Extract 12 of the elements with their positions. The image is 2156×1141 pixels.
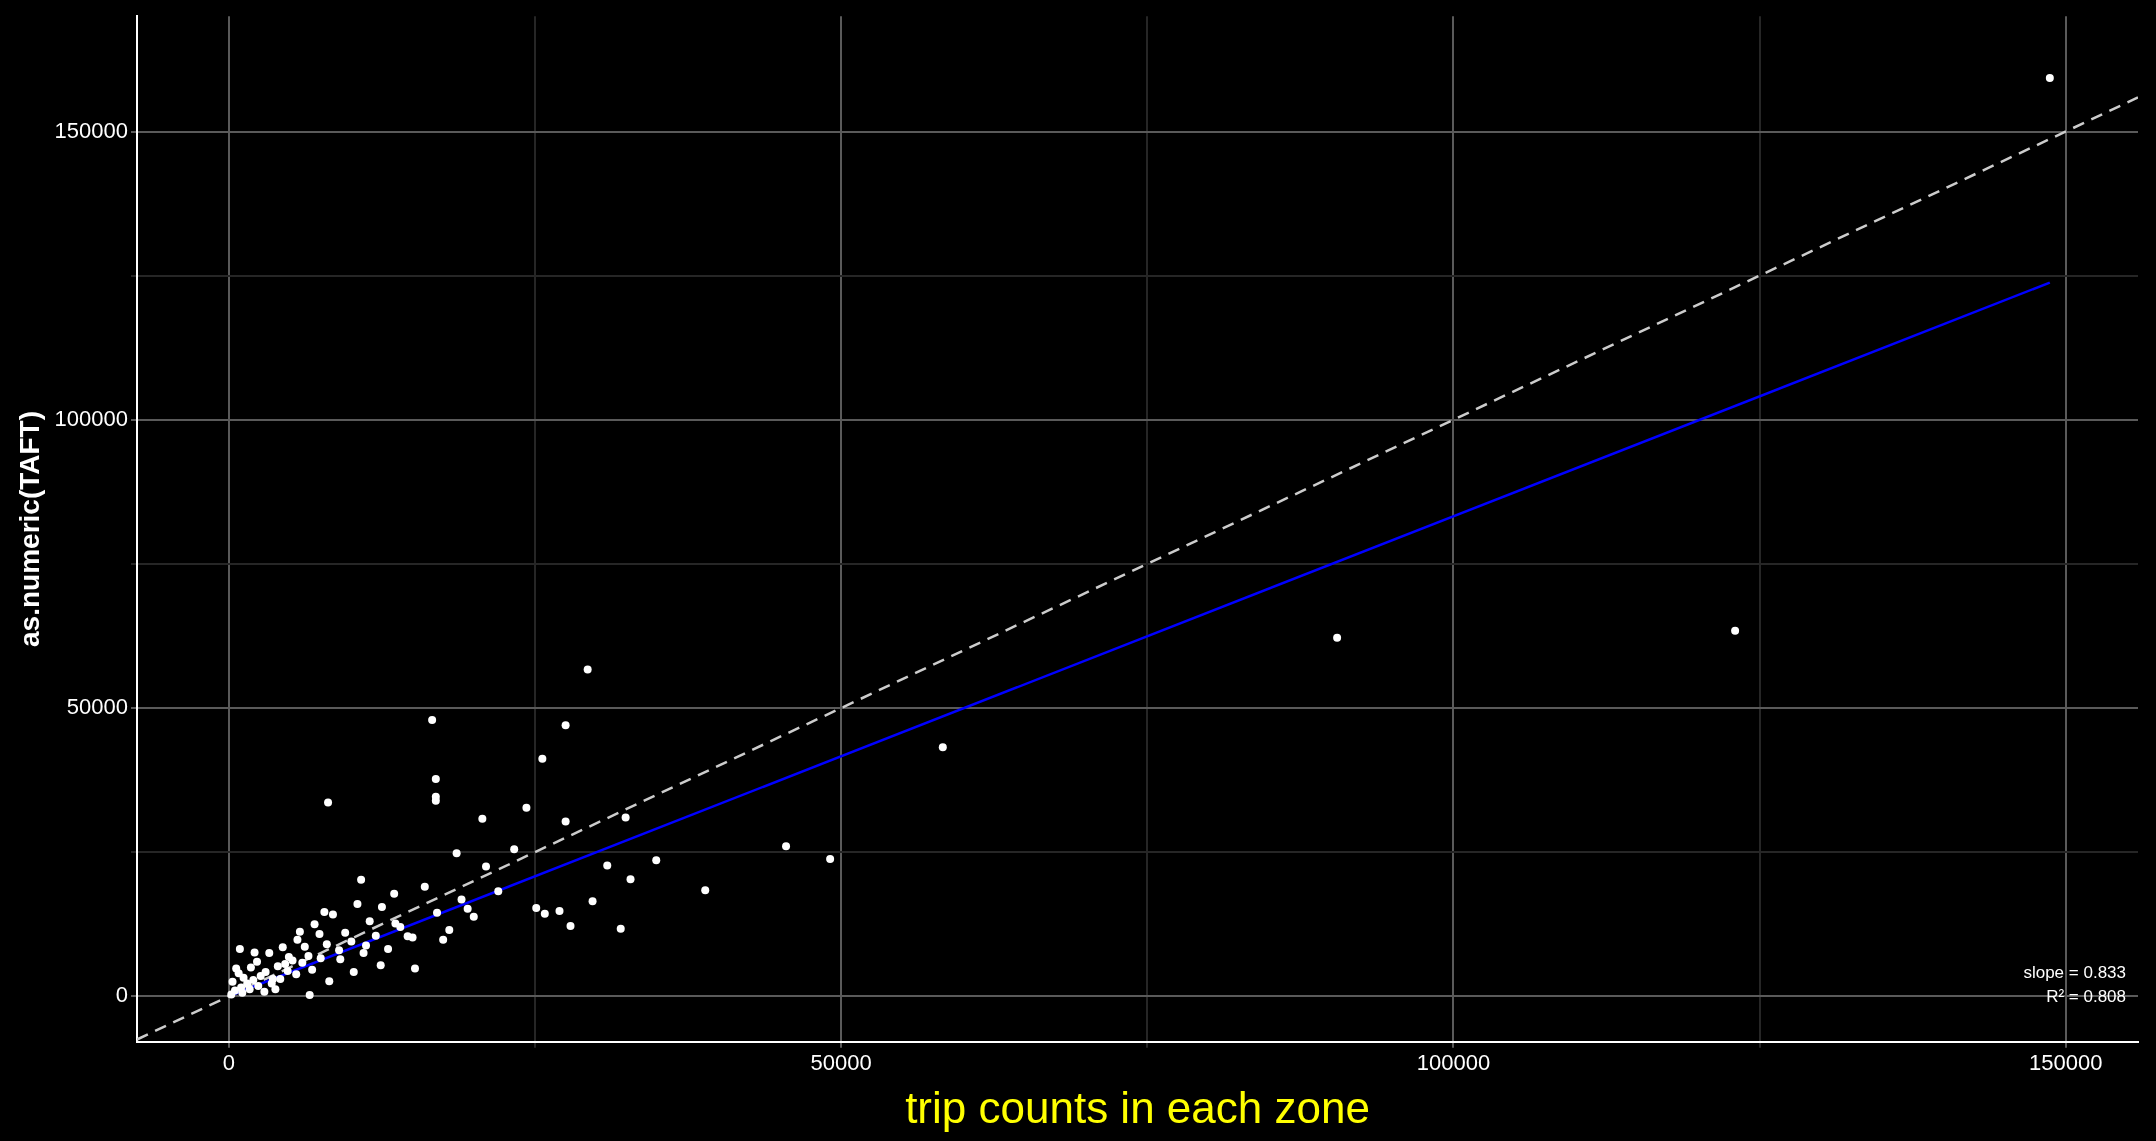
annotation: slope = 0.833 [2023, 962, 2126, 982]
x-axis-title: trip counts in each zone [905, 1082, 1370, 1132]
x-tick-label: 0 [222, 1050, 235, 1076]
annotation: R² = 0.808 [2046, 986, 2126, 1006]
y-tick-label: 150000 [54, 117, 129, 143]
y-axis-title: as.numeric(TAFT) [13, 411, 45, 647]
x-tick-label: 50000 [810, 1050, 872, 1076]
x-tick-label: 150000 [2029, 1050, 2103, 1076]
y-tick-label: 0 [115, 982, 129, 1008]
y-tick-label: 50000 [66, 694, 129, 720]
x-tick-label: 100000 [1416, 1050, 1491, 1076]
y-tick-label: 100000 [54, 405, 129, 431]
